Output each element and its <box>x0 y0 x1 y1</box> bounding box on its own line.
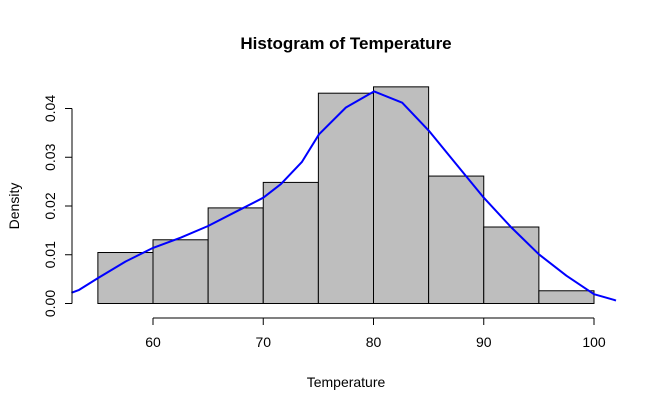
x-axis-label: Temperature <box>307 374 386 390</box>
histogram-bar-8 <box>538 290 595 304</box>
y-tick-label-4: 0.04 <box>42 95 58 122</box>
y-tick-label-2: 0.02 <box>42 192 58 219</box>
density-curve-group <box>71 90 617 302</box>
histogram-bar-5 <box>373 86 430 305</box>
y-axis: 0.00 0.01 0.02 0.03 0.04 <box>42 95 73 317</box>
histogram-bar-6 <box>428 175 485 305</box>
y-tick-label-1: 0.01 <box>42 241 58 268</box>
x-tick-label-2: 80 <box>366 334 382 350</box>
histogram-bar-3 <box>262 181 319 304</box>
histogram-bar-0 <box>97 252 154 305</box>
x-tick-label-1: 70 <box>255 334 271 350</box>
histogram-bar-7 <box>483 226 540 304</box>
histogram-bar-4 <box>317 92 374 304</box>
histogram-bar-1 <box>152 239 209 305</box>
x-axis: 60 70 80 90 100 <box>145 317 606 350</box>
density-curve-line <box>71 90 617 302</box>
bars <box>97 86 595 305</box>
y-axis-label: Density <box>6 183 22 230</box>
x-tick-label-3: 90 <box>476 334 492 350</box>
chart-title: Histogram of Temperature <box>240 34 451 53</box>
y-tick-label-3: 0.03 <box>42 143 58 170</box>
x-tick-label-0: 60 <box>145 334 161 350</box>
y-tick-label-0: 0.00 <box>42 290 58 317</box>
x-tick-label-4: 100 <box>582 334 606 350</box>
histogram-bar-2 <box>207 207 264 304</box>
